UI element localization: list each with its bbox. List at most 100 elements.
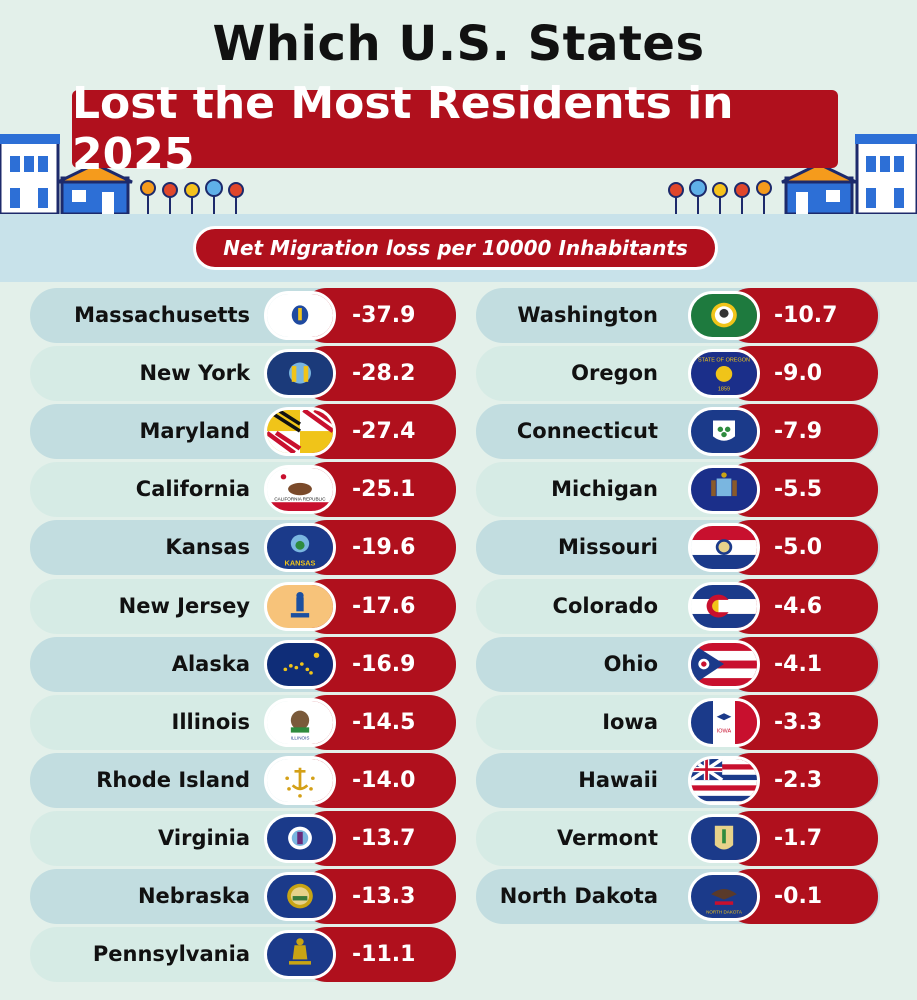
new-york-flag	[264, 349, 336, 399]
value-label: -4.1	[774, 651, 823, 677]
value-label: -16.9	[352, 651, 416, 677]
value-label: -17.6	[352, 593, 416, 619]
state-name: Massachusetts	[74, 303, 250, 327]
table-row: Washington -10.7	[0, 288, 917, 343]
table-row: New York -28.2	[0, 346, 917, 402]
illinois-flag: ILLINOIS	[264, 697, 336, 747]
massachusetts-flag	[264, 291, 336, 340]
table-row: Pennsylvania -11.1	[0, 927, 917, 983]
trees-icon	[668, 179, 772, 214]
subtitle-banner: Lost the Most Residents in 2025	[72, 78, 838, 180]
table-row: Hawaii -2.3	[0, 752, 917, 808]
metric-label: Net Migration loss per 10000 Inhabitants	[193, 226, 718, 270]
table-row: Massachusetts -37.9	[0, 288, 917, 343]
house-icon	[781, 162, 857, 216]
table-row: Rhode Island -14.0	[0, 752, 917, 808]
state-name: New York	[139, 361, 250, 386]
town-illustration	[0, 134, 917, 216]
table-row: Michigan -5.5	[0, 462, 917, 518]
table-row: New Jersey -17.6	[0, 578, 917, 634]
value-label: -28.2	[352, 361, 416, 387]
value-label: -25.1	[352, 477, 416, 503]
table-row: Ohio -4.1	[0, 636, 917, 692]
missouri-flag	[688, 523, 760, 573]
connecticut-flag	[688, 407, 760, 457]
value-label: -3.3	[774, 709, 823, 735]
table-row: Alaska -16.9	[0, 636, 917, 692]
new-jersey-flag	[264, 581, 336, 631]
table-row: Illinois -14.5 ILLINOIS	[0, 694, 917, 750]
vermont-flag	[688, 813, 760, 863]
kansas-flag: KANSAS	[264, 523, 336, 573]
svg-text:ILLINOIS: ILLINOIS	[291, 735, 310, 740]
state-name: Hawaii	[578, 767, 658, 792]
state-name: Pennsylvania	[92, 942, 250, 967]
table-row: Maryland -27.4	[0, 404, 917, 460]
value-label: -5.5	[774, 477, 823, 503]
svg-text:CALIFORNIA REPUBLIC: CALIFORNIA REPUBLIC	[274, 497, 326, 502]
svg-text:STATE OF OREGON: STATE OF OREGON	[698, 358, 750, 364]
value-label: -10.7	[774, 303, 838, 328]
state-name: Iowa	[602, 709, 658, 734]
colorado-flag	[688, 581, 760, 631]
alaska-flag	[264, 639, 336, 689]
state-name: Alaska	[171, 651, 250, 676]
table-row: Virginia -13.7	[0, 810, 917, 866]
california-flag: CALIFORNIA REPUBLIC	[264, 465, 336, 515]
iowa-flag: IOWA	[688, 697, 760, 747]
value-label: -13.3	[352, 884, 416, 909]
table-row: Oregon -9.0 STATE OF OREGON 1859	[0, 346, 917, 402]
value-label: -4.6	[774, 593, 823, 619]
oregon-flag: STATE OF OREGON 1859	[688, 349, 760, 399]
state-name: Missouri	[557, 535, 658, 560]
value-label: -14.5	[352, 709, 416, 735]
state-name: Maryland	[139, 419, 250, 444]
value-label: -13.7	[352, 825, 416, 851]
svg-text:NORTH DAKOTA: NORTH DAKOTA	[706, 910, 742, 915]
table-row: Connecticut -7.9	[0, 404, 917, 460]
table-row: California -25.1 CALIFORNIA REPUBLIC	[0, 462, 917, 518]
value-label: -7.9	[774, 419, 823, 445]
trees-icon	[140, 179, 244, 214]
virginia-flag	[264, 813, 336, 863]
value-label: -27.4	[352, 419, 416, 445]
north-dakota-flag: NORTH DAKOTA	[688, 872, 760, 921]
ohio-flag	[688, 639, 760, 689]
state-name: Ohio	[603, 651, 658, 676]
pennsylvania-flag	[264, 930, 336, 980]
table-row: Iowa -3.3 IOWA	[0, 694, 917, 750]
state-name: Virginia	[158, 825, 250, 850]
value-label: -9.0	[774, 361, 823, 387]
table-row: Kansas -19.6 KANSAS	[0, 520, 917, 576]
svg-text:IOWA: IOWA	[717, 728, 732, 734]
state-name: Colorado	[552, 593, 658, 618]
rhode-island-flag	[264, 755, 336, 805]
page-title: Which U.S. States	[212, 16, 705, 72]
table-row: Nebraska -13.3	[0, 869, 917, 924]
table-row: North Dakota -0.1 NORTH DAKOTA	[0, 869, 917, 924]
value-label: -0.1	[774, 884, 823, 909]
washington-flag	[688, 291, 760, 340]
state-name: Nebraska	[137, 884, 250, 908]
state-name: Vermont	[556, 825, 658, 850]
value-label: -5.0	[774, 535, 823, 561]
state-name: New Jersey	[118, 593, 250, 618]
building-icon	[855, 134, 917, 216]
state-name: Washington	[517, 303, 658, 327]
value-label: -1.7	[774, 825, 823, 851]
nebraska-flag	[264, 872, 336, 921]
state-name: Connecticut	[516, 419, 658, 444]
michigan-flag	[688, 465, 760, 515]
state-name: North Dakota	[499, 884, 658, 908]
value-label: -14.0	[352, 767, 416, 793]
table-row: Colorado -4.6	[0, 578, 917, 634]
state-name: Kansas	[165, 535, 250, 560]
table-row: Vermont -1.7	[0, 810, 917, 866]
state-name: Oregon	[571, 361, 658, 386]
svg-text:KANSAS: KANSAS	[285, 560, 316, 568]
state-name: California	[135, 477, 250, 502]
state-name: Michigan	[551, 477, 658, 502]
state-name: Illinois	[171, 709, 250, 734]
building-icon	[0, 134, 60, 216]
